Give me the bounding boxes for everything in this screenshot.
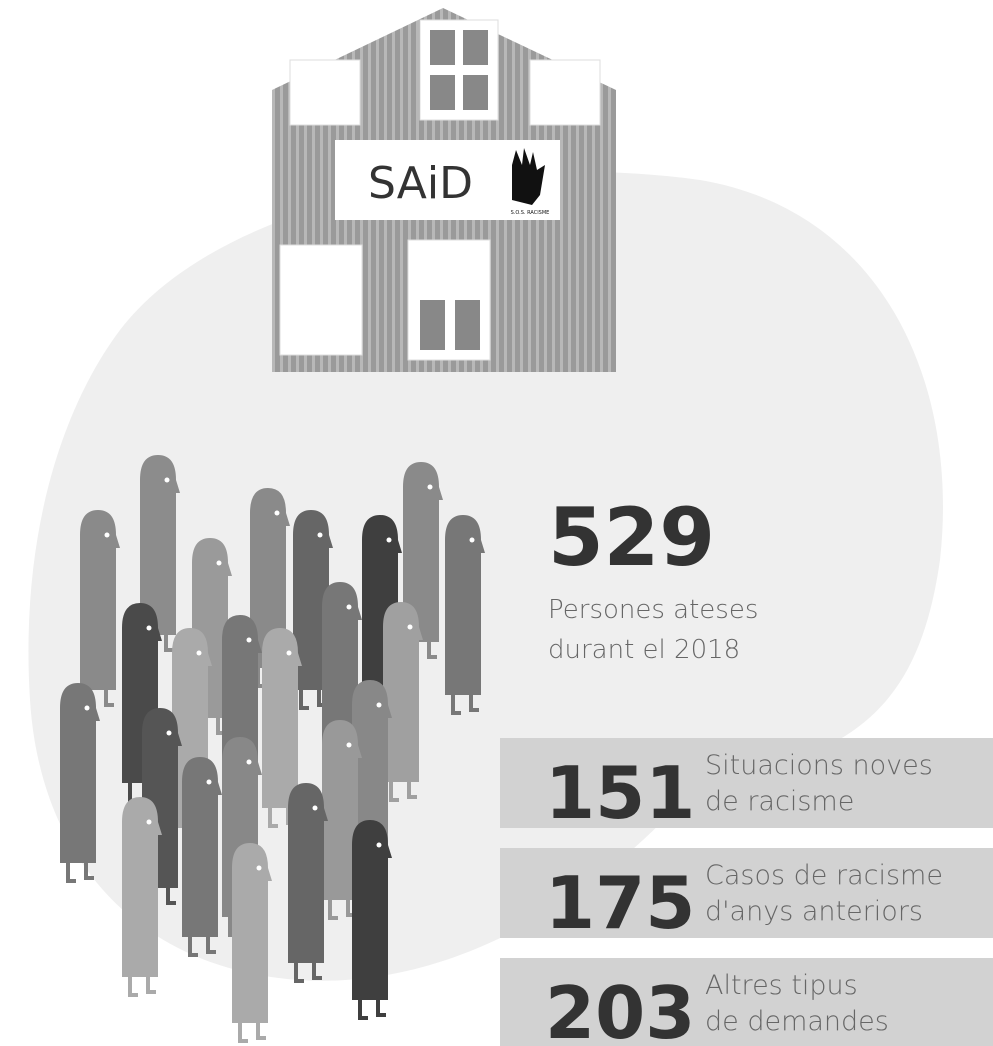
stat-label: Situacions noves xyxy=(705,750,933,781)
person xyxy=(383,602,423,800)
person-body xyxy=(182,757,222,937)
person-eye xyxy=(207,780,212,785)
person-eye xyxy=(287,651,292,656)
person-body xyxy=(122,797,162,977)
person xyxy=(122,797,162,995)
total-value: 529 xyxy=(548,491,715,584)
person-legs xyxy=(360,1000,386,1018)
person-legs xyxy=(240,1023,266,1041)
person-eye xyxy=(318,533,323,538)
person xyxy=(60,683,100,881)
person-eye xyxy=(428,485,433,490)
person-body xyxy=(352,820,392,1000)
person-eye xyxy=(377,843,382,848)
person-eye xyxy=(470,538,475,543)
stat-value: 151 xyxy=(545,751,695,835)
person xyxy=(182,757,222,955)
infographic: SAiD S.O.S. RACISME 529 Persones ateses … xyxy=(0,0,993,1046)
person-eye xyxy=(377,703,382,708)
person-body xyxy=(445,515,485,695)
person-body xyxy=(232,843,272,1023)
person xyxy=(445,515,485,713)
person-eye xyxy=(247,638,252,643)
stat-list: 151 Situacions noves de racisme 175 Casos de… xyxy=(500,738,993,1046)
person-eye xyxy=(247,760,252,765)
person-eye xyxy=(275,511,280,516)
person-eye xyxy=(387,538,392,543)
stat-label: Casos de racisme xyxy=(705,860,943,891)
person-eye xyxy=(313,806,318,811)
stat-label: de demandes xyxy=(705,1006,889,1037)
person xyxy=(288,783,328,981)
person-eye xyxy=(217,561,222,566)
person-eye xyxy=(408,625,413,630)
total-label: Persones ateses xyxy=(548,595,758,625)
person-body xyxy=(80,510,120,690)
person xyxy=(232,843,272,1041)
person-body xyxy=(383,602,423,782)
total-label: durant el 2018 xyxy=(548,635,740,665)
person-eye xyxy=(347,605,352,610)
person-eye xyxy=(167,731,172,736)
person xyxy=(80,510,120,708)
person-eye xyxy=(347,743,352,748)
stat-label: Altres tipus xyxy=(705,970,858,1001)
person-legs xyxy=(130,977,156,995)
person-eye xyxy=(197,651,202,656)
person-eye xyxy=(85,706,90,711)
stat-value: 175 xyxy=(545,861,695,945)
logo-text: S.O.S. RACISME xyxy=(511,210,550,216)
stat-label: d'anys anteriors xyxy=(705,896,923,927)
person-eye xyxy=(165,478,170,483)
person-eye xyxy=(147,820,152,825)
house: SAiD S.O.S. RACISME xyxy=(272,8,616,372)
sign-title: SAiD xyxy=(368,158,473,209)
person-eye xyxy=(105,533,110,538)
stat-value: 203 xyxy=(545,971,695,1046)
person-body xyxy=(262,628,302,808)
stat-label: de racisme xyxy=(705,786,854,817)
person xyxy=(352,820,392,1018)
person-eye xyxy=(147,626,152,631)
person-eye xyxy=(257,866,262,871)
person-body xyxy=(60,683,100,863)
person-body xyxy=(288,783,328,963)
